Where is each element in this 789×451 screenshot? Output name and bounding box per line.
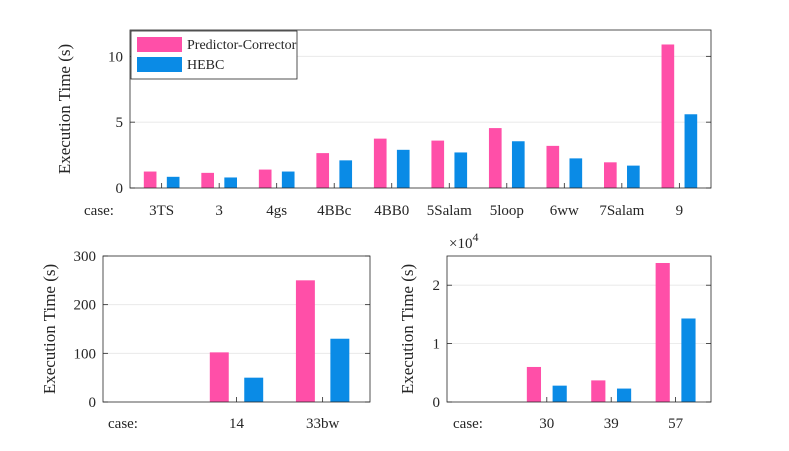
x-tick-label: 4BBc bbox=[317, 203, 352, 219]
bar-hebc-33bw bbox=[330, 338, 350, 402]
y-axis-title: Execution Time (s) bbox=[398, 264, 417, 394]
x-tick-label: 7Salam bbox=[599, 203, 644, 219]
y-tick-label: 10 bbox=[108, 49, 123, 65]
legend-swatch-predictor-corrector bbox=[137, 37, 182, 52]
axes-box bbox=[446, 255, 712, 403]
y-axis-title: Execution Time (s) bbox=[55, 44, 74, 174]
x-tick-label: 14 bbox=[229, 416, 245, 432]
bar-hebc-3TS bbox=[166, 176, 180, 188]
y-tick-label: 100 bbox=[74, 346, 97, 362]
legend-label-predictor-corrector: Predictor-Corrector bbox=[187, 38, 297, 53]
bar-hebc-30 bbox=[552, 385, 567, 402]
y-tick-label: 300 bbox=[74, 249, 97, 265]
x-axis-label: case: bbox=[108, 416, 138, 432]
bar-predictor-corrector-9 bbox=[661, 44, 675, 189]
bar-predictor-corrector-5loop bbox=[488, 128, 502, 188]
bar-predictor-corrector-4gs bbox=[258, 169, 272, 188]
bar-predictor-corrector-4BBc bbox=[316, 153, 330, 188]
y-axis-title: Execution Time (s) bbox=[40, 264, 59, 394]
y-exponent-power: 4 bbox=[472, 230, 478, 244]
x-axis-label: case: bbox=[453, 416, 483, 432]
bar-hebc-14 bbox=[244, 377, 264, 402]
bar-predictor-corrector-4BB0 bbox=[373, 138, 387, 189]
bar-predictor-corrector-5Salam bbox=[431, 140, 445, 188]
x-tick-label: 4BB0 bbox=[374, 203, 409, 219]
bar-predictor-corrector-14 bbox=[209, 352, 229, 402]
bar-predictor-corrector-57 bbox=[655, 263, 670, 402]
x-tick-label: 9 bbox=[676, 203, 684, 219]
x-tick-label: 4gs bbox=[266, 203, 287, 219]
top-chart: 3TS 3 4gs 4BBc 4BB0 5Salam 5loop 6ww 7Salam 9 0 5 10… bbox=[55, 29, 712, 219]
bar-hebc-9 bbox=[684, 114, 698, 188]
bar-predictor-corrector-3 bbox=[201, 172, 214, 188]
bar-hebc-57 bbox=[681, 318, 696, 402]
bar-predictor-corrector-33bw bbox=[295, 280, 315, 402]
y-tick-label: 0 bbox=[116, 181, 124, 197]
bar-hebc-4BB0 bbox=[396, 149, 410, 188]
x-tick-label: 30 bbox=[539, 416, 554, 432]
bar-hebc-7Salam bbox=[627, 165, 640, 188]
x-tick-label: 3 bbox=[215, 203, 223, 219]
y-tick-label: 200 bbox=[74, 298, 97, 314]
y-tick-label: 5 bbox=[116, 115, 124, 131]
y-tick-label: 0 bbox=[89, 395, 97, 411]
bar-predictor-corrector-30 bbox=[526, 366, 542, 402]
y-exponent-label: ×104 bbox=[449, 230, 478, 252]
y-tick-label: 1 bbox=[433, 337, 441, 353]
bottom-left-chart: 14 33bw 0 100 200 300 case: Execution Time (s) bbox=[40, 249, 371, 432]
axes-box bbox=[129, 29, 712, 189]
x-axis-label: case: bbox=[84, 203, 114, 219]
bar-hebc-3 bbox=[224, 177, 237, 188]
bar-predictor-corrector-39 bbox=[591, 380, 606, 402]
legend-swatch-hebc bbox=[137, 57, 182, 72]
x-tick-label: 57 bbox=[668, 416, 684, 432]
x-tick-label: 3TS bbox=[149, 203, 174, 219]
legend-label-hebc: HEBC bbox=[187, 58, 224, 73]
axes-box bbox=[102, 255, 371, 403]
bar-hebc-6ww bbox=[569, 158, 583, 189]
bar-predictor-corrector-3TS bbox=[143, 171, 157, 188]
bar-hebc-5loop bbox=[511, 141, 525, 188]
bottom-right-chart: 30 39 57 0 1 2 case: Execution Time (s) ×104 bbox=[398, 230, 712, 432]
x-tick-label: 6ww bbox=[550, 203, 579, 219]
x-tick-label: 5Salam bbox=[427, 203, 472, 219]
x-tick-label: 33bw bbox=[306, 416, 340, 432]
y-tick-label: 0 bbox=[433, 395, 441, 411]
bar-hebc-39 bbox=[616, 388, 632, 402]
bar-hebc-4gs bbox=[281, 171, 295, 188]
bar-predictor-corrector-6ww bbox=[546, 145, 560, 188]
bar-hebc-5Salam bbox=[454, 152, 468, 188]
bar-predictor-corrector-7Salam bbox=[604, 162, 617, 188]
bar-hebc-4BBc bbox=[339, 160, 353, 188]
x-tick-label: 5loop bbox=[490, 203, 524, 219]
x-tick-label: 39 bbox=[604, 416, 619, 432]
y-tick-label: 2 bbox=[433, 278, 441, 294]
